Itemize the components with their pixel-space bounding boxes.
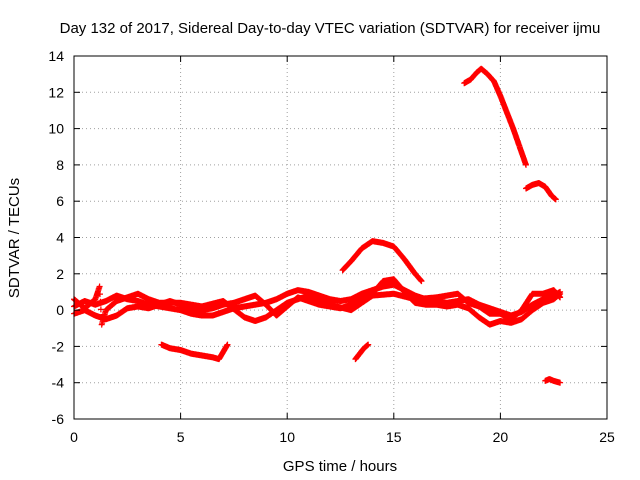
axis-ticks: 0 5 10 15 20 25 -6 -4 -2 0 2 4 6 8 10 12 14 [48, 48, 615, 445]
y-tick-label: 10 [48, 121, 64, 137]
grid [74, 56, 607, 419]
series-neg-5h [158, 341, 231, 363]
x-axis-label: GPS time / hours [283, 458, 397, 475]
y-tick-label: 2 [56, 266, 64, 282]
y-axis-label: SDTVAR / TECUs [6, 178, 23, 298]
series-peak-14h [339, 238, 425, 285]
y-tick-label: 4 [56, 230, 64, 246]
series-low-22h [542, 376, 564, 386]
chart-title: Day 132 of 2017, Sidereal Day-to-day VTE… [60, 20, 601, 37]
x-tick-label: 10 [279, 429, 295, 445]
y-tick-label: 12 [48, 84, 64, 100]
y-tick-label: 0 [56, 302, 64, 318]
x-tick-label: 20 [493, 429, 509, 445]
series-neg-13h [352, 341, 372, 363]
x-tick-label: 15 [386, 429, 402, 445]
x-tick-label: 5 [177, 429, 185, 445]
y-tick-label: -6 [52, 411, 65, 427]
y-tick-label: -4 [52, 375, 65, 391]
x-tick-label: 25 [599, 429, 615, 445]
y-tick-label: 14 [48, 48, 64, 64]
x-tick-label: 0 [70, 429, 78, 445]
data-series [71, 65, 564, 386]
y-tick-label: 6 [56, 193, 64, 209]
series-mid-22h [523, 180, 559, 203]
plot-frame [73, 55, 608, 420]
y-tick-label: 8 [56, 157, 64, 173]
y-tick-label: -2 [52, 338, 65, 354]
series-high-19h [461, 65, 529, 168]
